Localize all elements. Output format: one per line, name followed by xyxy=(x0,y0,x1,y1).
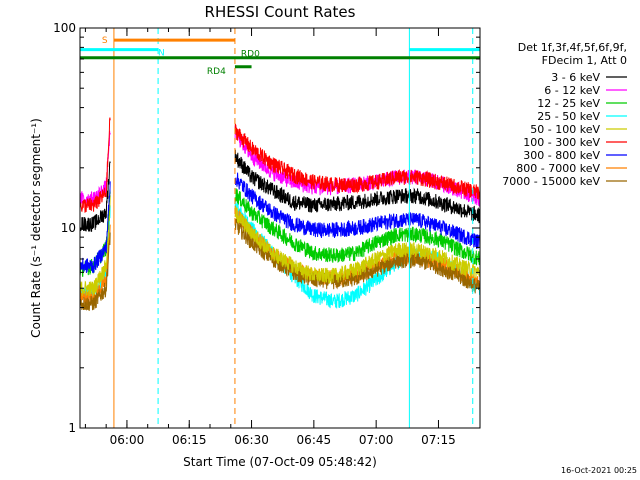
series-layer xyxy=(80,117,480,312)
x-tick-label: 06:30 xyxy=(234,433,269,447)
legend-label: 50 - 100 keV xyxy=(530,123,600,136)
legend-label: 3 - 6 keV xyxy=(551,71,600,84)
series-line-300-800kev xyxy=(80,172,480,274)
legend-label: 25 - 50 keV xyxy=(537,110,600,123)
state-bar-label-rd4: RD4 xyxy=(207,67,226,77)
legend-label: 12 - 25 keV xyxy=(537,97,600,110)
state-bar-label-s: S xyxy=(102,36,108,46)
legend: Det 1f,3f,4f,5f,6f,9f, FDecim 1, Att 0 3… xyxy=(502,41,627,188)
y-tick-label: 10 xyxy=(61,221,76,235)
legend-label: 100 - 300 keV xyxy=(523,136,600,149)
series-line-50-100kev xyxy=(80,195,480,297)
legend-label: 300 - 800 keV xyxy=(523,149,600,162)
y-axis-label: Count Rate (s⁻¹ detector segment⁻¹) xyxy=(29,118,43,338)
y-tick-label: 100 xyxy=(53,21,76,35)
state-bar-label-n: N xyxy=(158,49,165,59)
chart-title: RHESSI Count Rates xyxy=(205,3,356,21)
x-tick-label: 07:00 xyxy=(359,433,394,447)
legend-header-line-1: Det 1f,3f,4f,5f,6f,9f, xyxy=(518,41,627,54)
series-line-100-300kev xyxy=(80,117,480,213)
legend-header-line-2: FDecim 1, Att 0 xyxy=(542,54,627,67)
x-tick-label: 06:15 xyxy=(172,433,207,447)
legend-label: 800 - 7000 keV xyxy=(516,162,600,175)
series-line-3-6kev xyxy=(80,149,480,232)
axis-ticks: 06:00 06:15 06:30 06:45 07:00 07:15 1 10 100 xyxy=(53,21,480,447)
series-line-7000-15000kev xyxy=(80,217,480,312)
x-axis-label: Start Time (07-Oct-09 05:48:42) xyxy=(183,455,377,469)
legend-label: 6 - 12 keV xyxy=(544,84,600,97)
x-tick-label: 06:00 xyxy=(110,433,145,447)
state-bars-layer: S N RD0 RD4 xyxy=(80,36,480,77)
x-tick-label: 06:45 xyxy=(297,433,332,447)
legend-label: 7000 - 15000 keV xyxy=(502,175,600,188)
x-tick-label: 07:15 xyxy=(421,433,456,447)
y-tick-label: 1 xyxy=(68,421,76,435)
timestamp: 16-Oct-2021 00:25 xyxy=(561,466,637,475)
state-bar-label-rd0: RD0 xyxy=(241,50,260,60)
